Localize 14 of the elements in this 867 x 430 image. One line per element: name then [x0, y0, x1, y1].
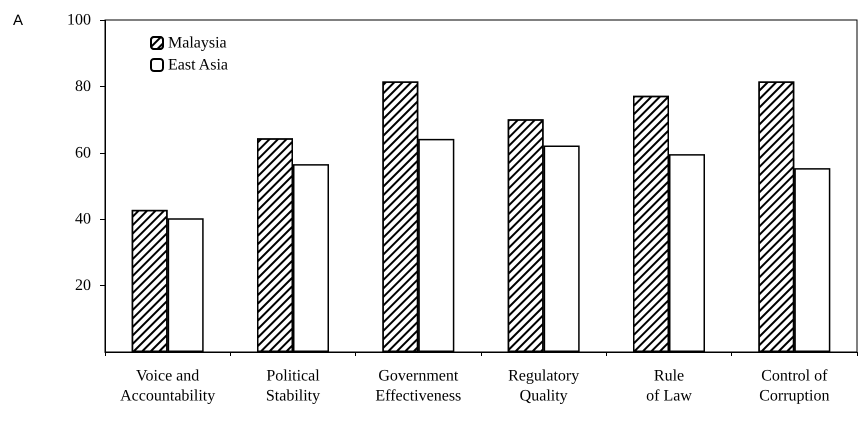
x-tick-label: Political Stability — [266, 368, 320, 404]
y-tick-label: 20 — [75, 277, 91, 294]
x-tick-label: Control of Corruption — [759, 368, 830, 404]
chart-title: A — [13, 12, 24, 29]
y-tick-label: 40 — [75, 210, 91, 228]
legend-label: Malaysia — [168, 34, 227, 52]
y-tick-label: 80 — [75, 78, 91, 95]
x-tick-label: Regulatory Quality — [508, 368, 580, 404]
y-tick-label: 60 — [75, 144, 91, 162]
x-tick-label: Voice and Accountability — [120, 368, 216, 404]
x-tick-label: Rule of Law — [646, 368, 692, 404]
legend-label: East Asia — [168, 56, 228, 74]
y-tick-label: 100 — [67, 12, 91, 28]
x-tick-label: Government Effectiveness — [375, 368, 462, 404]
